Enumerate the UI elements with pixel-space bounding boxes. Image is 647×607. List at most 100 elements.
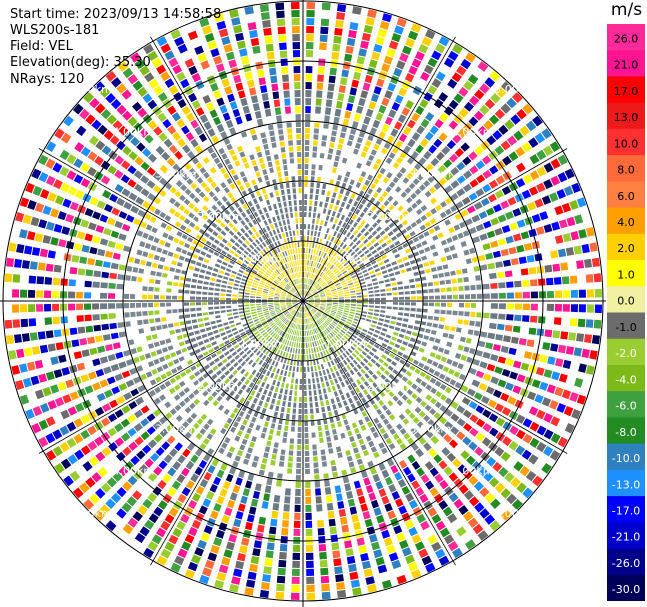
radar-gate bbox=[363, 568, 373, 578]
radar-gate bbox=[199, 443, 207, 450]
radar-gate bbox=[303, 224, 307, 230]
radar-gate bbox=[258, 270, 264, 275]
radar-gate bbox=[294, 90, 301, 98]
radar-gate bbox=[400, 191, 408, 198]
radar-gate bbox=[332, 295, 338, 298]
radar-gate bbox=[571, 408, 581, 420]
radar-gate bbox=[375, 112, 384, 121]
radar-gate bbox=[369, 59, 378, 69]
radar-gate bbox=[416, 173, 424, 181]
radar-gate bbox=[308, 378, 311, 384]
radar-gate bbox=[42, 358, 52, 367]
radar-gate bbox=[292, 182, 296, 188]
radar-gate bbox=[290, 335, 294, 341]
radar-gate bbox=[478, 211, 488, 220]
radar-gate bbox=[348, 377, 354, 383]
radar-gate bbox=[45, 141, 57, 152]
radar-gate bbox=[217, 234, 223, 241]
radar-gate bbox=[153, 358, 160, 365]
radar-gate bbox=[232, 210, 239, 217]
radar-gate bbox=[465, 337, 472, 344]
radar-gate bbox=[69, 391, 79, 401]
radar-gate bbox=[203, 317, 209, 321]
radar-gate bbox=[333, 186, 339, 193]
radar-gate bbox=[389, 243, 395, 249]
radar-gate bbox=[504, 119, 515, 130]
radar-gate bbox=[142, 251, 149, 258]
radar-gate bbox=[316, 250, 319, 256]
radar-gate bbox=[292, 414, 296, 420]
radar-gate bbox=[536, 441, 547, 453]
radar-gate bbox=[213, 251, 220, 257]
radar-gate bbox=[267, 205, 273, 211]
radar-gate bbox=[403, 312, 410, 317]
radar-gate bbox=[354, 63, 364, 73]
radar-gate bbox=[213, 345, 220, 351]
radar-gate bbox=[333, 205, 339, 211]
radar-gate bbox=[224, 226, 230, 232]
radar-gate bbox=[151, 227, 158, 234]
radar-gate bbox=[399, 167, 407, 174]
radar-gate bbox=[130, 388, 140, 397]
range-label: 5.00km bbox=[70, 507, 112, 520]
radar-gate bbox=[249, 441, 255, 448]
radar-gate bbox=[388, 152, 396, 159]
radar-gate bbox=[391, 336, 397, 341]
radar-gate bbox=[397, 214, 404, 221]
radar-gate bbox=[91, 119, 102, 130]
radar-gate bbox=[187, 359, 194, 366]
radar-gate bbox=[287, 250, 290, 256]
radar-gate bbox=[274, 301, 279, 303]
radar-gate bbox=[198, 191, 206, 198]
radar-gate bbox=[309, 266, 312, 272]
radar-gate bbox=[338, 275, 344, 280]
radar-gate bbox=[392, 433, 400, 440]
radar-gate bbox=[568, 261, 577, 270]
range-label: 2.00km bbox=[197, 210, 239, 223]
radar-gate bbox=[239, 171, 246, 178]
radar-gate bbox=[69, 470, 81, 482]
radar-gate bbox=[277, 260, 282, 266]
radar-gate bbox=[342, 366, 348, 373]
radar-gate bbox=[246, 79, 255, 88]
radar-gate bbox=[489, 427, 499, 437]
radar-gate bbox=[535, 226, 545, 235]
radar-gate bbox=[213, 537, 223, 547]
radar-gate bbox=[516, 108, 527, 120]
radar-gate bbox=[211, 341, 217, 346]
radar-gate bbox=[351, 244, 357, 250]
radar-gate bbox=[423, 262, 430, 267]
radar-gate bbox=[274, 326, 279, 332]
radar-gate bbox=[94, 436, 104, 447]
radar-gate bbox=[451, 360, 459, 368]
radar-gate bbox=[345, 301, 350, 303]
radar-gate bbox=[401, 394, 409, 401]
radar-gate bbox=[292, 50, 301, 58]
radar-gate bbox=[419, 270, 425, 275]
radar-gate bbox=[314, 353, 318, 359]
radar-gate bbox=[68, 315, 76, 323]
radar-gate bbox=[332, 306, 338, 308]
radar-gate bbox=[261, 278, 267, 282]
radar-gate bbox=[387, 195, 394, 202]
radar-gate bbox=[424, 461, 434, 471]
radar-gate bbox=[108, 293, 116, 299]
radar-gate bbox=[99, 214, 109, 223]
radar-gate bbox=[505, 235, 514, 244]
radar-gate bbox=[338, 295, 344, 297]
radar-gate bbox=[324, 288, 330, 291]
radar-gate bbox=[257, 253, 263, 259]
radar-gate bbox=[422, 289, 428, 294]
radar-gate bbox=[348, 282, 354, 286]
radar-gate bbox=[250, 301, 255, 304]
radar-gate bbox=[346, 357, 351, 363]
radar-gate bbox=[262, 248, 268, 254]
radar-gate bbox=[258, 77, 266, 86]
radar-gate bbox=[301, 266, 303, 271]
radar-gate bbox=[320, 338, 324, 344]
radar-gate bbox=[156, 271, 162, 277]
radar-gate bbox=[250, 306, 256, 309]
radar-gate bbox=[303, 306, 305, 312]
radar-gate bbox=[394, 327, 401, 332]
radar-gate bbox=[397, 205, 404, 212]
